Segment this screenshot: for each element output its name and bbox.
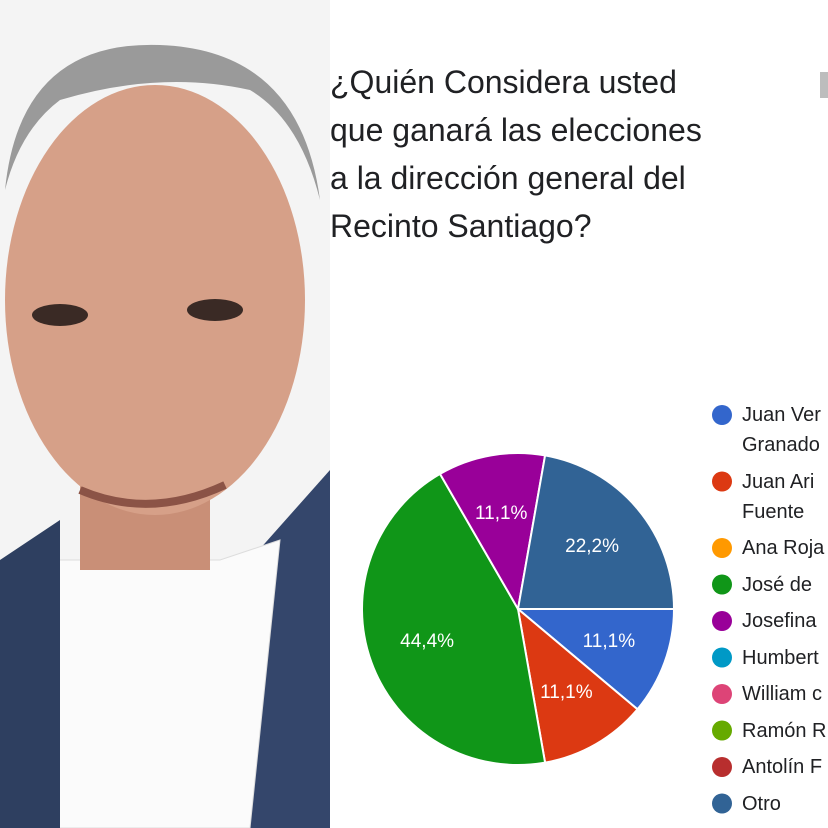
legend-label: Juan Ver Granado	[742, 404, 821, 456]
slice-label: 22,2%	[565, 536, 619, 557]
jacket-left	[0, 520, 60, 828]
pie: 11,1% 11,1% 44,4% 11,1% 22,2%	[361, 452, 676, 766]
legend-label: Otro	[742, 792, 781, 815]
legend-marker	[712, 611, 732, 631]
slice-label: 44,4%	[400, 631, 454, 652]
slice-label: 11,1%	[540, 682, 593, 703]
legend-label: Ana Roja	[742, 537, 825, 559]
slice	[361, 472, 547, 766]
face	[5, 85, 305, 515]
legend-label: Antolín F	[742, 756, 823, 778]
legend-label: Humbert	[742, 646, 819, 669]
mouth	[78, 481, 227, 508]
legend-marker	[712, 720, 732, 741]
slice	[438, 452, 547, 612]
legend-marker	[712, 684, 732, 704]
legend-marker	[712, 574, 732, 595]
legend-marker	[712, 647, 732, 668]
legend-label: Josefina	[742, 610, 817, 632]
chart-title: ¿Quién Considera usted que ganará las el…	[330, 64, 702, 244]
legend-label: William c	[742, 683, 822, 705]
legend-marker	[712, 405, 732, 425]
slice	[515, 608, 676, 711]
legend-label: Juan Ari Fuente	[742, 470, 815, 523]
legend-marker	[712, 793, 732, 814]
hair	[5, 44, 320, 200]
slice-label: 11,1%	[475, 503, 528, 524]
legend-marker	[712, 471, 732, 492]
slice	[516, 606, 639, 764]
slice-label: 11,1%	[583, 631, 636, 652]
legend-marker	[712, 538, 732, 558]
slice	[516, 454, 676, 610]
legend-marker	[712, 757, 732, 777]
icon	[820, 72, 828, 98]
legend-label: José de	[742, 573, 813, 596]
photo	[0, 0, 330, 828]
eye	[187, 299, 243, 321]
eye	[32, 304, 88, 326]
legend-label: Ramón R	[742, 719, 827, 742]
